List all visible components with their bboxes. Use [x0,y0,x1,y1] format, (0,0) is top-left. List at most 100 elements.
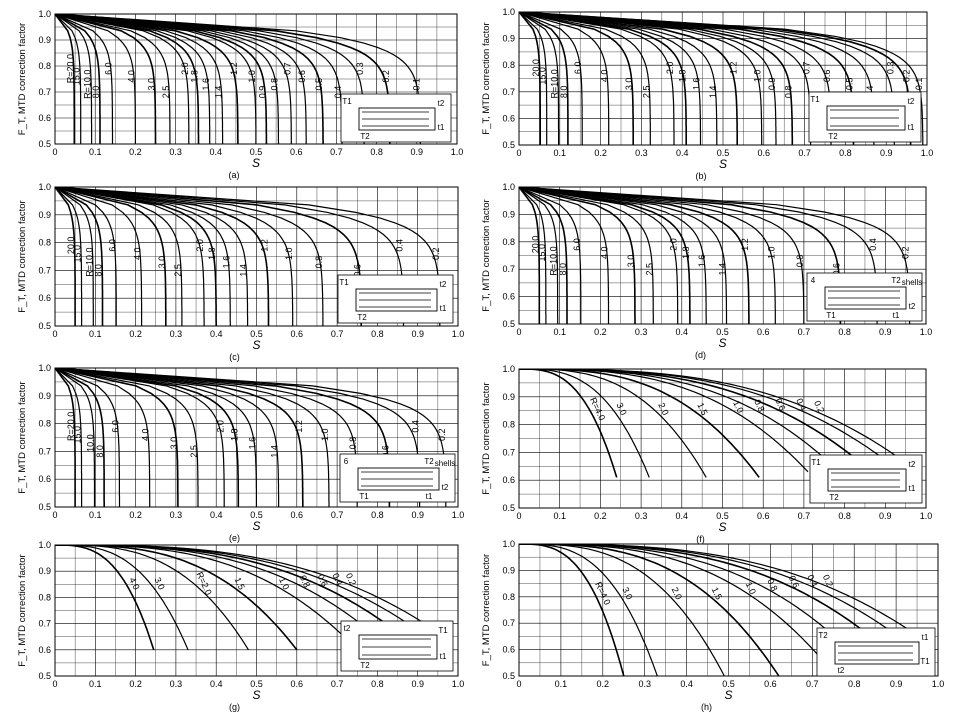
curve-label: 1.0 [284,247,294,260]
curve-label: 1.2 [229,62,239,75]
inset-label: T1 [342,97,352,106]
curve [519,187,654,324]
curve-label: 0.2 [344,572,358,588]
x-tick-label: 0.9 [879,511,892,521]
y-tick-label: 0.6 [38,113,51,123]
curve-label: 4.0 [127,576,141,592]
plot-frame [518,543,939,677]
curve-label: 0.3 [885,62,895,75]
curves [519,12,924,145]
inset-label: shells [902,278,922,287]
curve-label: 1.8 [190,70,200,83]
x-tick-label: 0.2 [129,147,142,157]
x-axis-label: S [724,688,732,702]
curves [519,369,919,478]
curve-label: 15.0 [72,68,82,86]
curve [55,368,225,507]
curve [55,14,280,144]
x-tick-label: 0.6 [764,679,777,689]
inset-label: t2 [438,99,445,108]
inset-diagram: T1 t2 T2 t1 [808,91,922,143]
chart-panel-g: 0.5 0.6 0.7 0.8 0.9 1.0 0 0.1 0.2 0.3 0.4 0.5 0.6 0.7… [17,540,464,712]
curve-label: 0.3 [355,62,365,75]
x-tick-label: 0.2 [594,327,607,337]
curve [519,187,679,324]
y-tick-label: 0.9 [38,35,51,45]
curve-label: 4.0 [600,247,610,260]
y-axis-label: F_T, MTD correction factor [481,554,492,666]
x-tick-label: 0.2 [129,510,142,520]
x-tick-label: 0.4 [676,511,689,521]
shell-outline [355,288,438,312]
curve [55,14,268,144]
curve-label: R=10.0 [83,70,93,99]
curve-label: 0.6 [352,264,362,277]
x-tick-label: 0.5 [722,679,735,689]
curve [519,12,560,145]
curve [519,12,541,145]
curve [519,369,894,467]
curve-label: 3.0 [620,586,634,602]
curve-label: 4.0 [133,247,143,260]
y-tick-label: 0.7 [502,264,515,274]
curve [519,544,930,645]
curve-label: 2.0 [215,420,225,433]
curve-label: 3.0 [157,256,167,269]
inset-diagram: T1 t2 T2 t1 [340,93,452,143]
y-tick-label: 0.6 [38,293,51,303]
x-tick-label: 1.0 [920,327,933,337]
curve [519,187,559,324]
x-tick-label: 0.5 [250,147,263,157]
curve-label: 0.6 [380,445,390,458]
curves [519,544,930,676]
x-tick-label: 0.7 [798,148,811,158]
inset-label: t1 [426,492,433,501]
inset-label: 4 [811,276,816,285]
x-tick-label: 0.9 [411,329,424,339]
curve-label: 0.8 [298,574,312,590]
curve [519,12,651,145]
curve-label: 8.0 [95,445,105,458]
curve [55,14,292,144]
inset-box [340,93,452,143]
curve [55,545,358,651]
x-tick-label: 0.7 [806,679,819,689]
curve [519,369,837,470]
x-tick-label: 0.7 [330,147,343,157]
curve-label: 0.2 [901,247,911,260]
curve-label: 0.1 [914,78,924,91]
y-axis-label: F_T, MTD correction factor [481,382,492,494]
curve-label: 1.4 [708,86,718,99]
y-tick-label: 0.8 [502,237,515,247]
inset-label: T1 [920,657,930,666]
plot-frame [54,186,459,327]
inset-diagram: T1 t2 T2 t1 [337,274,454,324]
x-tick-label: 0.8 [371,329,384,339]
inset-box [337,274,454,324]
curve-label: 6.0 [110,420,120,433]
shell-outline [357,467,440,491]
curve [55,14,157,144]
x-tick-label: 0 [52,510,57,520]
curve-label: 0.4 [395,239,405,252]
x-tick-label: 0.3 [635,148,648,158]
curve [55,14,82,144]
y-tick-label: 0.5 [38,139,51,149]
inset-label: T1 [810,95,820,104]
inset-label: t1 [440,304,447,313]
curve [519,369,866,467]
inset-box [806,272,923,322]
inset-label: T2 [424,457,434,466]
curve [519,544,725,676]
y-tick-label: 0.9 [502,34,515,44]
shell-outline [834,641,920,665]
y-tick-label: 0.9 [38,391,51,401]
inset-label: T2 [357,313,367,322]
curve-label: 1.5 [233,576,247,592]
y-tick-label: 0.5 [38,671,51,681]
curve-label: 1.2 [740,238,750,251]
y-tick-label: 0.7 [38,87,51,97]
curve [519,12,634,145]
curve [55,368,151,507]
x-tick-label: 0.9 [411,679,424,689]
